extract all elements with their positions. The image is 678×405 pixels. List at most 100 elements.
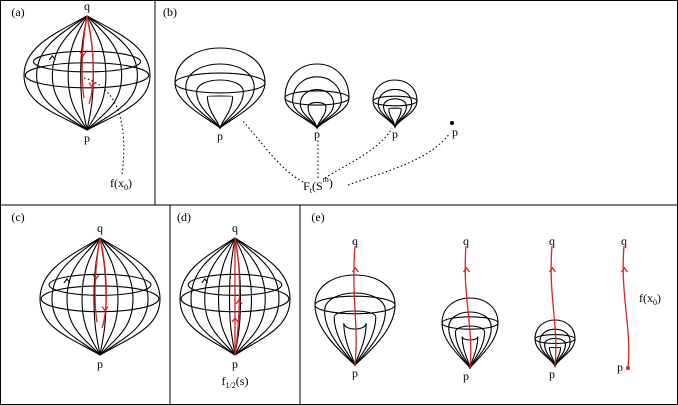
- meridian: [23, 15, 88, 131]
- equator: [174, 72, 266, 94]
- leaf: [343, 322, 367, 368]
- leaf: [441, 297, 499, 369]
- meridian: [204, 237, 236, 356]
- leaf: [324, 292, 386, 366]
- equator: [40, 285, 160, 313]
- point-label: p: [617, 360, 623, 374]
- arrow-head: [79, 51, 87, 57]
- path-red: [81, 15, 88, 99]
- latitude: [32, 50, 142, 73]
- meridian: [179, 237, 236, 356]
- connector: [324, 127, 393, 179]
- meridian: [86, 15, 138, 131]
- label-part: f(x: [639, 291, 653, 305]
- leaf: [307, 101, 327, 129]
- drawing: (a) qpf(x0)(b)p p p pFt(Sm)(c)qp(d)qpf1/2(s)…: [11, 0, 661, 390]
- equator: [24, 62, 150, 89]
- leaf: [196, 79, 244, 130]
- label-part: ): [329, 176, 333, 190]
- point-label: p: [549, 367, 555, 381]
- meridian: [228, 237, 236, 356]
- label-part: ): [657, 291, 661, 305]
- meridian: [99, 237, 119, 356]
- path-red: [94, 237, 101, 323]
- panel-label: (e): [311, 210, 324, 224]
- leaf: [284, 63, 350, 129]
- point-label: q: [549, 234, 555, 248]
- leaf: [548, 346, 562, 367]
- label-part: (S: [312, 179, 323, 193]
- meridian: [67, 15, 88, 131]
- point-label: p: [232, 357, 238, 371]
- latitude: [48, 273, 152, 296]
- leaf: [383, 98, 407, 129]
- meridian: [86, 15, 107, 131]
- point-label: p: [97, 357, 103, 371]
- leaf: [448, 311, 492, 370]
- label-part: 1/2: [226, 381, 236, 390]
- annotation: f1/2(s): [222, 374, 249, 390]
- leaf: [534, 319, 576, 368]
- panel-label: (a): [11, 5, 24, 19]
- label-part: 0: [124, 183, 128, 192]
- leaf: [372, 79, 418, 129]
- path-red: [86, 15, 94, 104]
- point-label: p: [452, 125, 458, 139]
- arrow-head: [548, 266, 557, 273]
- leaf: [292, 76, 342, 130]
- path-red: [99, 237, 107, 329]
- meridian: [36, 15, 88, 131]
- connector: [241, 119, 304, 183]
- annotation: f(x0): [110, 176, 132, 192]
- arrow-head: [101, 306, 109, 312]
- path-red: [550, 245, 557, 367]
- meridian: [234, 237, 253, 356]
- meridian: [81, 237, 101, 356]
- meridian: [39, 237, 101, 356]
- meridian: [99, 237, 134, 356]
- leaf: [314, 274, 396, 366]
- label-part: t: [310, 186, 313, 195]
- point: [626, 366, 630, 370]
- leaf: [388, 107, 402, 128]
- point-label: p: [217, 129, 223, 143]
- panel-label: (d): [177, 210, 191, 224]
- arrow-head: [88, 82, 96, 88]
- point-label: q: [84, 0, 90, 13]
- point-label: p: [392, 127, 398, 141]
- panel-label: (c): [11, 210, 24, 224]
- label-part: 0: [653, 298, 657, 307]
- point-label: p: [463, 369, 469, 383]
- meridian: [86, 15, 123, 131]
- point-label: q: [97, 221, 103, 235]
- leaf: [174, 47, 266, 129]
- label-part: m: [323, 175, 330, 184]
- path-red: [622, 245, 630, 369]
- point: [450, 121, 454, 125]
- point-label: q: [232, 221, 238, 235]
- leaf: [299, 89, 335, 130]
- point-label: p: [314, 127, 320, 141]
- meridian: [51, 15, 88, 131]
- meridian: [190, 237, 236, 356]
- path-red: [234, 237, 241, 356]
- meridian: [217, 237, 236, 356]
- arrow-head: [235, 298, 243, 305]
- meridian: [234, 237, 280, 356]
- arrow-head: [620, 266, 629, 273]
- arrow-head: [92, 274, 100, 281]
- meridian: [99, 237, 149, 356]
- leaf: [377, 89, 413, 129]
- label-part: f: [222, 374, 226, 388]
- point-label: q: [352, 234, 358, 248]
- meridian: [99, 237, 161, 356]
- path-red: [464, 245, 472, 369]
- point-label: p: [84, 131, 90, 145]
- point-label: p: [352, 366, 358, 380]
- arrow-head: [48, 54, 56, 61]
- connector: [347, 132, 451, 186]
- arrow-head: [231, 316, 239, 323]
- connector: [83, 77, 125, 176]
- equator: [284, 90, 350, 106]
